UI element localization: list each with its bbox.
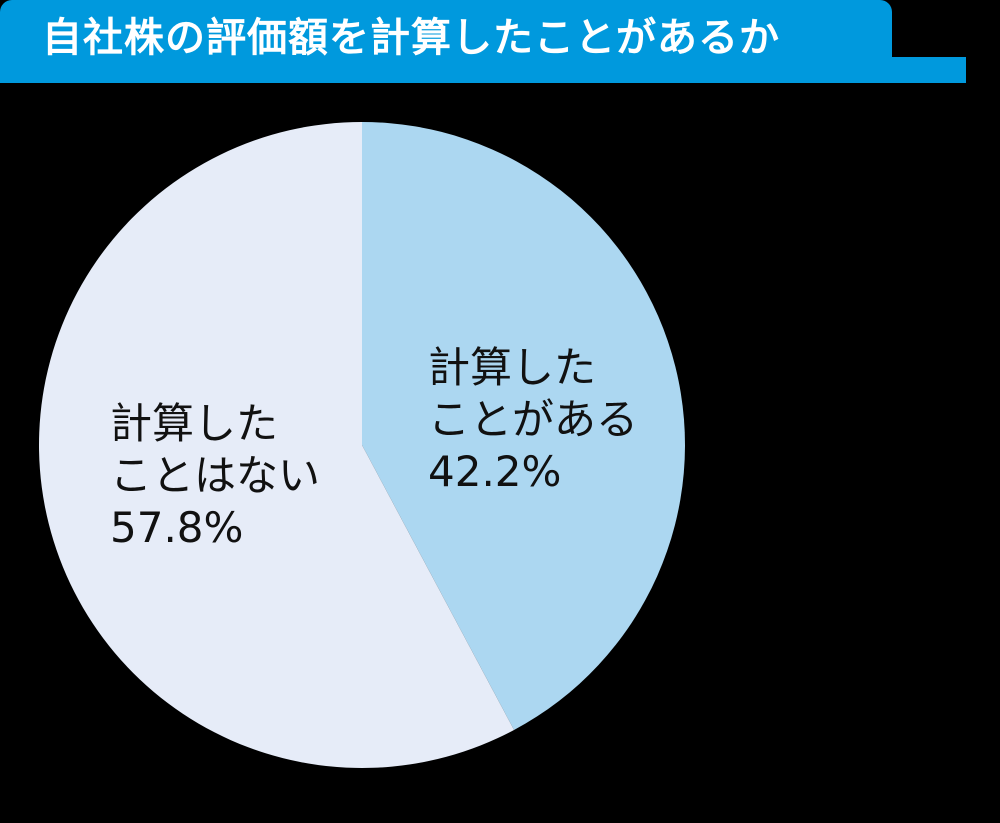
slice-label-line1: 計算した	[428, 343, 597, 392]
slice-label-line1: 計算した	[110, 399, 279, 448]
pie-slice-calculated	[362, 122, 685, 730]
slice-label-value: 57.8%	[110, 503, 244, 552]
slice-label-calculated: 計算した ことがある 42.2%	[428, 342, 638, 498]
chart-title: 自社株の評価額を計算したことがあるか	[42, 15, 780, 61]
slice-label-line2: ことはない	[110, 451, 321, 500]
pie-slice-not-calculated	[38, 122, 515, 768]
slice-label-line2: ことがある	[428, 395, 639, 444]
slice-label-value: 42.2%	[428, 447, 562, 496]
title-banner-underline	[0, 57, 966, 83]
slice-label-not-calculated: 計算した ことはない 57.8%	[110, 398, 320, 554]
